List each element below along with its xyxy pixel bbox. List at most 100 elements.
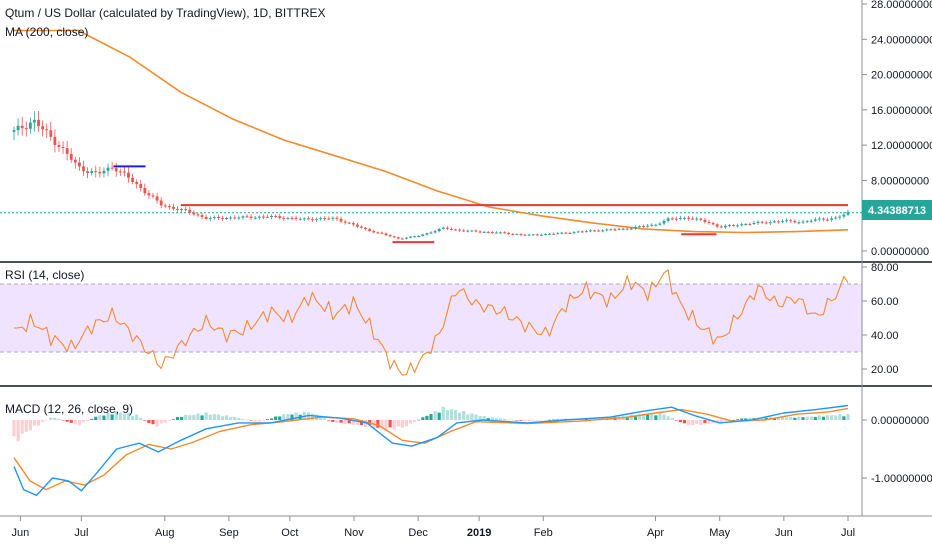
- candle-body[interactable]: [507, 233, 511, 235]
- candle-body[interactable]: [691, 218, 695, 220]
- candle-body[interactable]: [200, 215, 204, 217]
- candle-body[interactable]: [781, 221, 784, 223]
- candle-body[interactable]: [139, 183, 143, 188]
- ma-indicator-label[interactable]: MA (200, close): [5, 25, 88, 39]
- candle-body[interactable]: [773, 221, 776, 223]
- candle-body[interactable]: [556, 233, 560, 235]
- candle-body[interactable]: [217, 216, 220, 218]
- candle-body[interactable]: [433, 231, 437, 233]
- candle-body[interactable]: [744, 223, 748, 225]
- candle-body[interactable]: [405, 237, 408, 239]
- candle-body[interactable]: [278, 216, 282, 218]
- candle-body[interactable]: [503, 232, 506, 234]
- candle-body[interactable]: [380, 232, 384, 234]
- candle-body[interactable]: [176, 208, 179, 210]
- candle-body[interactable]: [65, 148, 69, 154]
- candle-body[interactable]: [204, 216, 208, 219]
- candle-body[interactable]: [441, 227, 445, 229]
- candle-body[interactable]: [842, 214, 846, 217]
- candle-body[interactable]: [572, 232, 576, 234]
- candle-body[interactable]: [221, 217, 224, 219]
- candle-body[interactable]: [613, 229, 617, 231]
- candle-body[interactable]: [286, 217, 290, 219]
- candle-body[interactable]: [654, 224, 658, 226]
- candle-body[interactable]: [253, 217, 257, 219]
- candle-body[interactable]: [568, 233, 572, 235]
- candle-body[interactable]: [225, 217, 228, 219]
- candle-body[interactable]: [523, 234, 527, 236]
- candle-body[interactable]: [392, 236, 396, 238]
- candle-body[interactable]: [241, 216, 245, 218]
- candle-body[interactable]: [159, 200, 163, 206]
- candle-body[interactable]: [650, 224, 654, 226]
- candle-body[interactable]: [78, 162, 81, 167]
- candle-body[interactable]: [760, 221, 764, 223]
- rsi-indicator-label[interactable]: RSI (14, close): [5, 268, 84, 282]
- candle-body[interactable]: [184, 209, 188, 211]
- candle-body[interactable]: [425, 233, 429, 235]
- candle-body[interactable]: [662, 220, 666, 224]
- candle-body[interactable]: [335, 217, 339, 219]
- candle-body[interactable]: [830, 218, 834, 220]
- candle-body[interactable]: [167, 206, 171, 208]
- candle-body[interactable]: [548, 233, 551, 235]
- candle-body[interactable]: [515, 234, 519, 236]
- candle-body[interactable]: [331, 217, 335, 219]
- candle-body[interactable]: [372, 231, 376, 233]
- candle-body[interactable]: [609, 229, 613, 231]
- candle-body[interactable]: [846, 212, 850, 215]
- candle-body[interactable]: [61, 146, 65, 149]
- candle-body[interactable]: [57, 144, 61, 147]
- candle-body[interactable]: [527, 234, 531, 236]
- candle-body[interactable]: [343, 221, 347, 223]
- candle-body[interactable]: [478, 231, 482, 233]
- candle-body[interactable]: [257, 216, 261, 218]
- price-pane[interactable]: [0, 29, 862, 244]
- candle-body[interactable]: [617, 228, 621, 230]
- candle-body[interactable]: [290, 217, 294, 219]
- candle-body[interactable]: [454, 229, 457, 231]
- candle-body[interactable]: [49, 130, 53, 137]
- candle-body[interactable]: [323, 218, 327, 220]
- candle-body[interactable]: [678, 218, 682, 220]
- candle-body[interactable]: [384, 233, 388, 236]
- candle-body[interactable]: [715, 224, 719, 227]
- candle-body[interactable]: [703, 219, 707, 222]
- candle-body[interactable]: [838, 216, 842, 218]
- candle-body[interactable]: [621, 228, 625, 230]
- candle-body[interactable]: [302, 218, 306, 220]
- candle-body[interactable]: [564, 232, 568, 234]
- candle-body[interactable]: [20, 125, 24, 129]
- candle-body[interactable]: [12, 130, 16, 132]
- candle-body[interactable]: [192, 212, 196, 215]
- candle-body[interactable]: [102, 170, 106, 174]
- candle-body[interactable]: [593, 230, 596, 232]
- candle-body[interactable]: [368, 229, 372, 232]
- macd-pane[interactable]: [12, 404, 850, 497]
- candle-body[interactable]: [748, 223, 752, 225]
- candle-body[interactable]: [629, 228, 633, 230]
- candle-body[interactable]: [511, 234, 515, 236]
- candle-body[interactable]: [589, 230, 592, 232]
- candle-body[interactable]: [135, 181, 139, 184]
- candle-body[interactable]: [822, 218, 825, 220]
- candle-body[interactable]: [315, 219, 318, 221]
- candle-body[interactable]: [826, 219, 829, 221]
- candle-body[interactable]: [409, 236, 412, 238]
- candle-body[interactable]: [445, 227, 449, 229]
- candle-body[interactable]: [196, 214, 200, 216]
- candle-body[interactable]: [768, 222, 772, 224]
- candle-body[interactable]: [396, 237, 400, 239]
- candle-body[interactable]: [777, 221, 780, 223]
- candle-body[interactable]: [41, 126, 45, 130]
- candle-body[interactable]: [212, 216, 216, 218]
- candle-body[interactable]: [797, 222, 801, 224]
- candle-body[interactable]: [809, 220, 813, 222]
- candle-body[interactable]: [90, 171, 94, 173]
- candle-body[interactable]: [580, 231, 584, 233]
- candle-body[interactable]: [531, 234, 535, 236]
- candle-body[interactable]: [114, 168, 118, 172]
- candle-body[interactable]: [245, 216, 249, 218]
- candle-body[interactable]: [785, 220, 789, 222]
- candle-body[interactable]: [711, 223, 715, 225]
